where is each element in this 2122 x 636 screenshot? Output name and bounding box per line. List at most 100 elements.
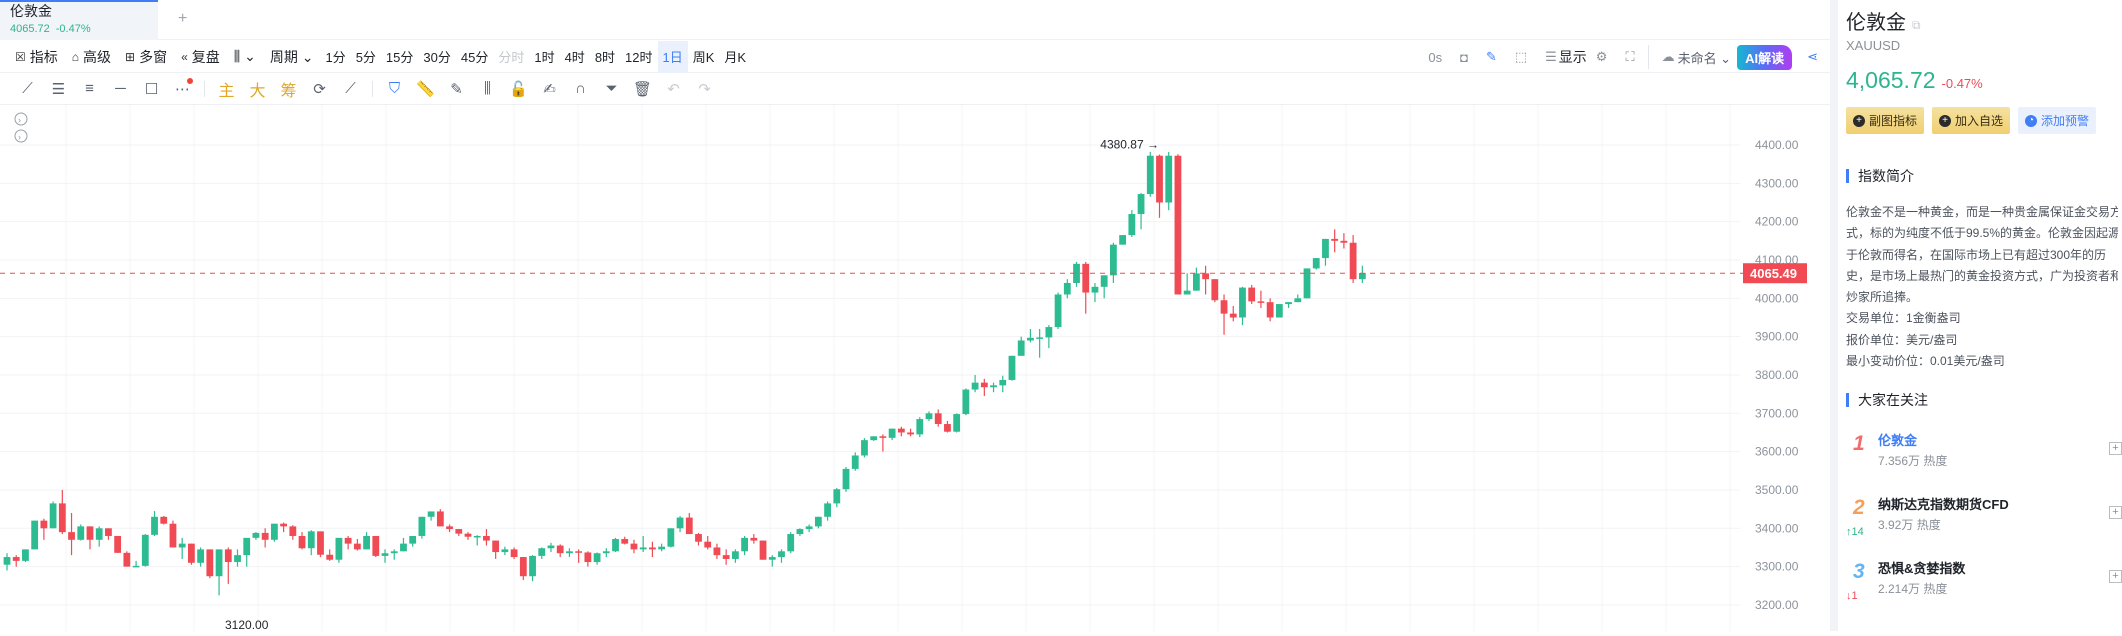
period-15分[interactable]: 15分 xyxy=(385,50,414,65)
list-icon[interactable]: ☰ xyxy=(1545,49,1557,64)
candle-body xyxy=(566,551,573,554)
note-icon[interactable]: ✍ xyxy=(543,80,556,98)
添加预警-label: 添加预警 xyxy=(2041,114,2090,128)
add-watch-icon[interactable]: + xyxy=(2109,442,2122,456)
hot-item-heat: 3.92万 热度 xyxy=(1878,518,1941,533)
period-5分[interactable]: 5分 xyxy=(355,50,376,65)
candle-body xyxy=(464,533,472,537)
period-12时[interactable]: 12时 xyxy=(625,50,653,65)
intro-line: 交易单位：1金衡盎司 xyxy=(1846,311,1961,326)
period-1时[interactable]: 1时 xyxy=(534,50,555,65)
hot-item-name[interactable]: 纳斯达克指数期货CFD xyxy=(1878,497,2009,513)
chart-type-dropdown[interactable]: ⫼ ⌄ xyxy=(233,48,256,64)
candle-body xyxy=(953,414,961,432)
layout-name-dropdown[interactable]: 未命名 ⌄ xyxy=(1677,50,1732,66)
hot-list: 1 伦敦金 7.356万 热度 +2 ↑14 纳斯达克指数期货CFD 3.92万 热度 +3 ↓… xyxy=(1846,424,2122,616)
y-tick-label: 3700.00 xyxy=(1755,406,1799,420)
hot-item[interactable]: 1 伦敦金 7.356万 热度 + xyxy=(1846,424,2122,488)
fullscreen-icon[interactable]: ⛶ xyxy=(1625,49,1635,64)
chip-icon[interactable]: 筹 xyxy=(280,82,297,100)
多窗-button[interactable]: ⊞ 多窗 xyxy=(118,41,174,73)
add-tab-button[interactable]: + xyxy=(178,10,188,27)
expand-icon xyxy=(14,112,28,126)
candle-body xyxy=(713,547,721,556)
candle-body xyxy=(188,543,195,563)
副图指标-button[interactable]: + 副图指标 xyxy=(1846,107,1925,134)
magnet-icon[interactable]: ∩ xyxy=(575,80,586,97)
candle-body xyxy=(114,535,122,553)
period-45分[interactable]: 45分 xyxy=(460,50,489,65)
candle-body xyxy=(280,523,287,527)
指标-button[interactable]: ☒ 指标 xyxy=(8,41,65,73)
添加预警-button[interactable]: ◔ 添加预警 xyxy=(2018,107,2097,134)
candle-body xyxy=(243,537,251,556)
eraser-icon[interactable]: ✎ xyxy=(450,80,463,98)
period-1分[interactable]: 1分 xyxy=(325,50,346,65)
candle-body xyxy=(519,557,527,577)
tab-change: -0.47% xyxy=(55,23,91,35)
加入自选-button[interactable]: + 加入自选 xyxy=(1932,107,2011,134)
multi-window-icon: ⊞ xyxy=(125,49,136,64)
candle-body xyxy=(390,551,398,554)
more-icon[interactable]: ⋯ xyxy=(167,77,198,98)
redo-icon[interactable]: ↷ xyxy=(698,80,711,98)
sync-draw-icon[interactable]: ⟳ xyxy=(313,80,326,98)
expand-icon: › xyxy=(18,132,21,142)
candle-body xyxy=(621,539,629,544)
add-watch-icon[interactable]: + xyxy=(2109,570,2122,584)
main-force-icon[interactable]: 主 xyxy=(218,82,235,100)
unlock-icon[interactable]: 🔓 xyxy=(509,80,528,98)
ai-analysis-button[interactable]: AI解读 xyxy=(1737,44,1793,70)
hot-item[interactable]: 3 ↓1 恐惧&贪婪指数 2.214万 热度 + xyxy=(1846,552,2122,616)
trash-icon[interactable]: 🗑 xyxy=(632,80,653,98)
share-icon[interactable]: ⋖ xyxy=(1807,49,1818,64)
add-watch-icon[interactable]: + xyxy=(2109,506,2122,520)
chart-canvas[interactable]: 4400.004300.004200.004100.004000.003900.… xyxy=(0,105,1830,632)
candle-body xyxy=(483,535,490,541)
candle-tool-icon[interactable]: ⫼ xyxy=(484,80,491,97)
candle-body xyxy=(261,532,269,540)
plus-circle-icon: + xyxy=(1853,114,1865,127)
period-8时[interactable]: 8时 xyxy=(594,50,616,65)
big-order-icon[interactable]: 大 xyxy=(249,82,266,100)
hide-drawings-icon[interactable]: ⟋ xyxy=(345,80,356,97)
ruler-icon[interactable]: 📏 xyxy=(416,80,435,98)
period-1日[interactable]: 1日 xyxy=(657,40,688,73)
candle-body xyxy=(492,540,500,553)
frame-icon[interactable]: ⬚ xyxy=(1514,49,1528,64)
display-button[interactable]: 显示 xyxy=(1558,49,1587,65)
period-周K[interactable]: 周K xyxy=(692,50,715,65)
trend-line-icon[interactable]: ⟋ xyxy=(22,80,33,97)
candlestick-chart[interactable]: 4400.00 4300.00 4200.00 4100.00 4000.00 3900.… xyxy=(0,105,1830,632)
复盘-button[interactable]: «复盘 xyxy=(174,41,227,73)
undo-icon[interactable]: ↶ xyxy=(667,80,680,98)
candle-body xyxy=(1137,194,1145,214)
candle-body xyxy=(473,535,481,538)
copy-icon[interactable]: ⧉ xyxy=(1912,18,1921,32)
candle-body xyxy=(888,428,896,438)
camera-icon[interactable]: ◘ xyxy=(1460,49,1468,65)
hot-item[interactable]: 2 ↑14 纳斯达克指数期货CFD 3.92万 热度 + xyxy=(1846,488,2122,552)
rectangle-icon[interactable]: ☐ xyxy=(144,80,159,98)
period-dropdown[interactable]: 周期 ⌄ xyxy=(269,48,314,65)
period-30分[interactable]: 30分 xyxy=(423,50,451,65)
candle-body xyxy=(861,440,868,456)
pencil-icon[interactable]: ✎ xyxy=(1485,49,1497,64)
horizontal-ray-icon[interactable]: ─ xyxy=(115,80,126,97)
tab-xauusd[interactable]: 伦敦金 4065.72 -0.47% xyxy=(0,0,158,40)
settings-icon[interactable]: ⚙ xyxy=(1595,49,1608,64)
candle-body xyxy=(907,432,914,435)
hot-item-name[interactable]: 恐惧&贪婪指数 xyxy=(1878,561,1966,577)
candle-body xyxy=(676,517,684,529)
filter-icon[interactable]: ⏷ xyxy=(605,80,618,97)
tab-price: 4065.72 xyxy=(10,23,50,35)
高级-button[interactable]: ⌂ 高级 xyxy=(65,41,118,73)
period-4时[interactable]: 4时 xyxy=(564,50,585,65)
candle-body xyxy=(1082,263,1090,293)
bookmark-icon[interactable]: ⛉ xyxy=(388,80,401,97)
horizontal-lines-icon[interactable]: ≡ xyxy=(85,80,94,97)
tab-title: 伦敦金 xyxy=(10,3,52,19)
period-月K[interactable]: 月K xyxy=(724,50,747,65)
parallel-channel-icon[interactable]: ☰ xyxy=(51,80,66,98)
hot-item-name[interactable]: 伦敦金 xyxy=(1878,433,1918,449)
